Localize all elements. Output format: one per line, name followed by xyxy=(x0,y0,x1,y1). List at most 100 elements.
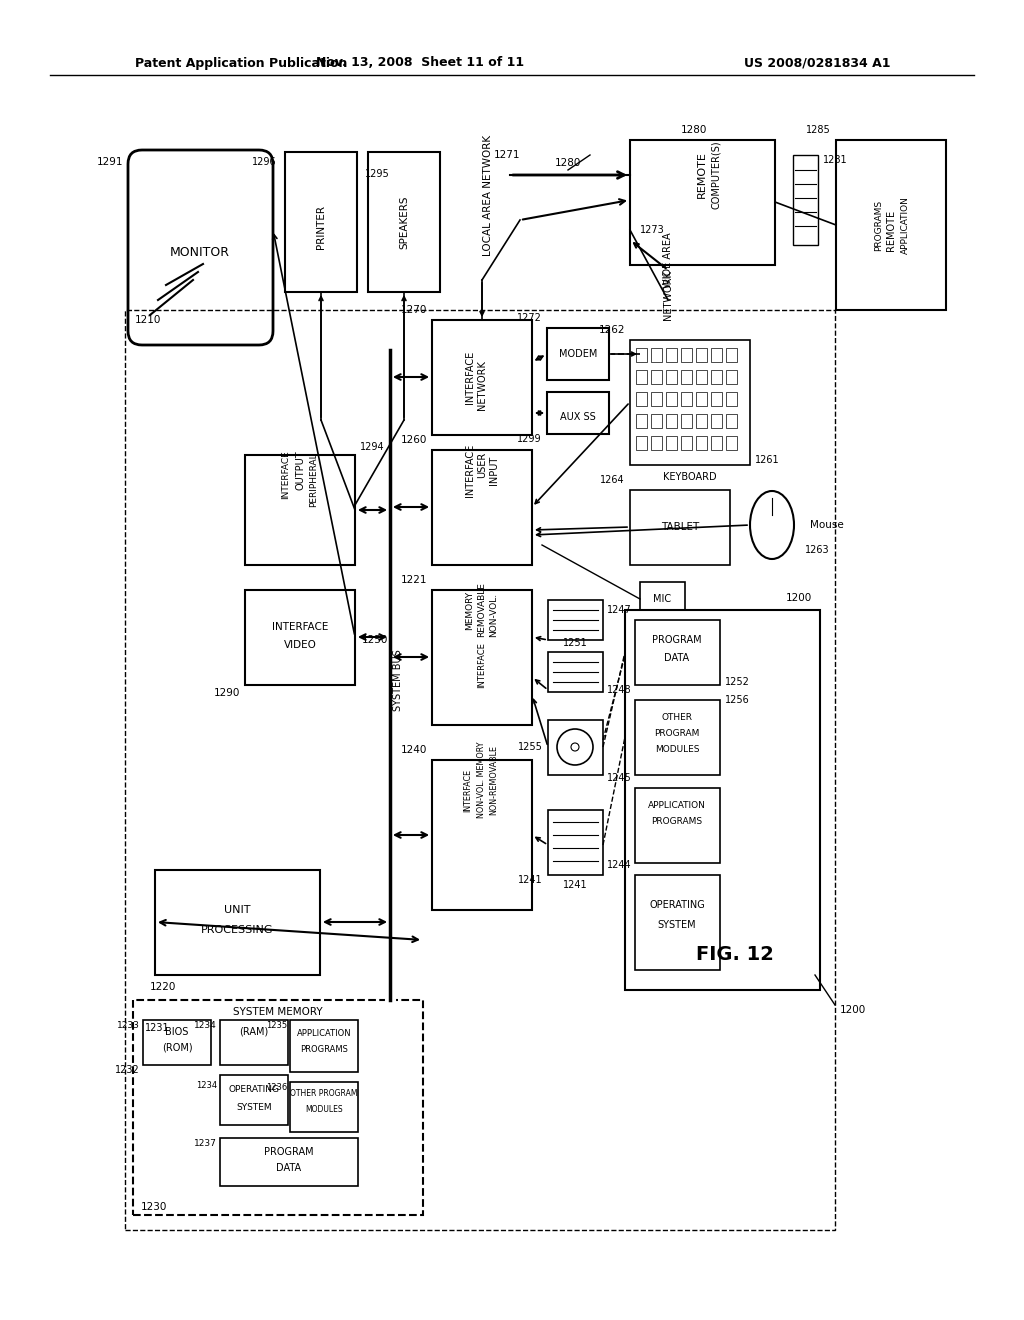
Bar xyxy=(726,370,737,384)
Text: FIG. 12: FIG. 12 xyxy=(696,945,774,965)
Text: 1280: 1280 xyxy=(555,158,582,168)
Bar xyxy=(636,348,647,362)
Bar xyxy=(711,392,722,407)
Text: UNIT: UNIT xyxy=(224,906,250,915)
Text: OPERATING: OPERATING xyxy=(649,900,705,909)
Text: 1244: 1244 xyxy=(607,861,632,870)
Text: 1210: 1210 xyxy=(135,315,162,325)
Text: 1236: 1236 xyxy=(266,1082,287,1092)
Bar xyxy=(666,436,677,450)
Bar xyxy=(636,370,647,384)
Bar xyxy=(793,154,818,246)
Bar xyxy=(696,348,707,362)
Bar xyxy=(432,319,532,436)
Text: APPLICATION: APPLICATION xyxy=(900,197,909,253)
Text: REMOVABLE: REMOVABLE xyxy=(477,582,486,638)
Text: INTERFACE: INTERFACE xyxy=(465,444,475,496)
Text: NON-VOL. MEMORY: NON-VOL. MEMORY xyxy=(477,742,486,818)
Bar xyxy=(635,788,720,863)
Bar xyxy=(696,392,707,407)
Text: PERIPHERAL: PERIPHERAL xyxy=(309,453,318,507)
Bar xyxy=(640,582,685,616)
Bar xyxy=(635,620,720,685)
Bar xyxy=(630,341,750,465)
Text: 1291: 1291 xyxy=(96,157,123,168)
Text: 1232: 1232 xyxy=(116,1065,140,1074)
Bar xyxy=(681,348,692,362)
Text: INTERFACE: INTERFACE xyxy=(282,450,291,499)
Text: 1235: 1235 xyxy=(266,1020,287,1030)
Text: INPUT: INPUT xyxy=(489,455,499,484)
Text: PROGRAM: PROGRAM xyxy=(654,730,699,738)
Bar xyxy=(630,490,730,565)
Bar xyxy=(220,1074,288,1125)
Bar xyxy=(711,436,722,450)
Bar xyxy=(651,392,662,407)
Bar xyxy=(726,414,737,428)
Bar xyxy=(625,610,820,990)
Text: NETWORK: NETWORK xyxy=(663,271,673,319)
Text: 1220: 1220 xyxy=(150,982,176,993)
Text: 1273: 1273 xyxy=(640,224,665,235)
Bar xyxy=(636,392,647,407)
Bar xyxy=(290,1082,358,1133)
Bar xyxy=(547,327,609,380)
Bar xyxy=(696,436,707,450)
Bar xyxy=(836,140,946,310)
Text: 1260: 1260 xyxy=(400,436,427,445)
Bar xyxy=(548,652,603,692)
Bar xyxy=(155,870,319,975)
Bar xyxy=(285,152,357,292)
Bar xyxy=(245,455,355,565)
Text: 1237: 1237 xyxy=(195,1138,217,1147)
Text: BIOS: BIOS xyxy=(165,1027,188,1038)
Text: 1272: 1272 xyxy=(517,313,542,323)
Text: MODULES: MODULES xyxy=(654,746,699,755)
Text: 1280: 1280 xyxy=(681,125,708,135)
Text: OUTPUT: OUTPUT xyxy=(295,450,305,490)
Text: SYSTEM MEMORY: SYSTEM MEMORY xyxy=(233,1007,323,1016)
Bar xyxy=(548,601,603,640)
Text: 1241: 1241 xyxy=(562,880,588,890)
Text: SYSTEM: SYSTEM xyxy=(237,1102,271,1111)
Text: 1271: 1271 xyxy=(494,150,520,160)
Text: Patent Application Publication: Patent Application Publication xyxy=(135,57,347,70)
Text: NON-VOL.: NON-VOL. xyxy=(489,593,499,638)
Bar xyxy=(290,1020,358,1072)
Text: 1262: 1262 xyxy=(598,325,625,335)
Bar xyxy=(245,590,355,685)
Bar xyxy=(681,370,692,384)
Text: MONITOR: MONITOR xyxy=(170,246,230,259)
Text: MIC: MIC xyxy=(653,594,671,605)
Bar xyxy=(711,414,722,428)
Text: 1200: 1200 xyxy=(840,1005,866,1015)
Text: 1256: 1256 xyxy=(725,696,750,705)
Text: MODEM: MODEM xyxy=(559,348,597,359)
Bar xyxy=(220,1020,288,1065)
Text: US 2008/0281834 A1: US 2008/0281834 A1 xyxy=(743,57,890,70)
Text: SYSTEM BUS: SYSTEM BUS xyxy=(393,649,403,711)
Bar xyxy=(143,1020,211,1065)
Bar xyxy=(133,1001,423,1214)
Bar xyxy=(681,392,692,407)
Text: MEMORY: MEMORY xyxy=(466,590,474,630)
Bar xyxy=(432,450,532,565)
Text: 1290: 1290 xyxy=(214,688,240,698)
Bar xyxy=(711,348,722,362)
Bar xyxy=(547,392,609,434)
Bar xyxy=(432,590,532,725)
Text: 1241: 1241 xyxy=(518,875,543,884)
Text: NETWORK: NETWORK xyxy=(477,360,487,411)
Text: OPERATING: OPERATING xyxy=(228,1085,280,1093)
Text: Nov. 13, 2008  Sheet 11 of 11: Nov. 13, 2008 Sheet 11 of 11 xyxy=(316,57,524,70)
Text: 1240: 1240 xyxy=(400,744,427,755)
Text: (ROM): (ROM) xyxy=(162,1043,193,1053)
Text: 1294: 1294 xyxy=(360,442,385,451)
Text: INTERFACE: INTERFACE xyxy=(477,642,486,688)
Text: VIDEO: VIDEO xyxy=(284,640,316,649)
Text: 1296: 1296 xyxy=(252,157,278,168)
Text: 1285: 1285 xyxy=(806,125,831,135)
Text: REMOTE: REMOTE xyxy=(886,210,896,251)
Text: 1245: 1245 xyxy=(607,774,632,783)
Bar xyxy=(651,414,662,428)
